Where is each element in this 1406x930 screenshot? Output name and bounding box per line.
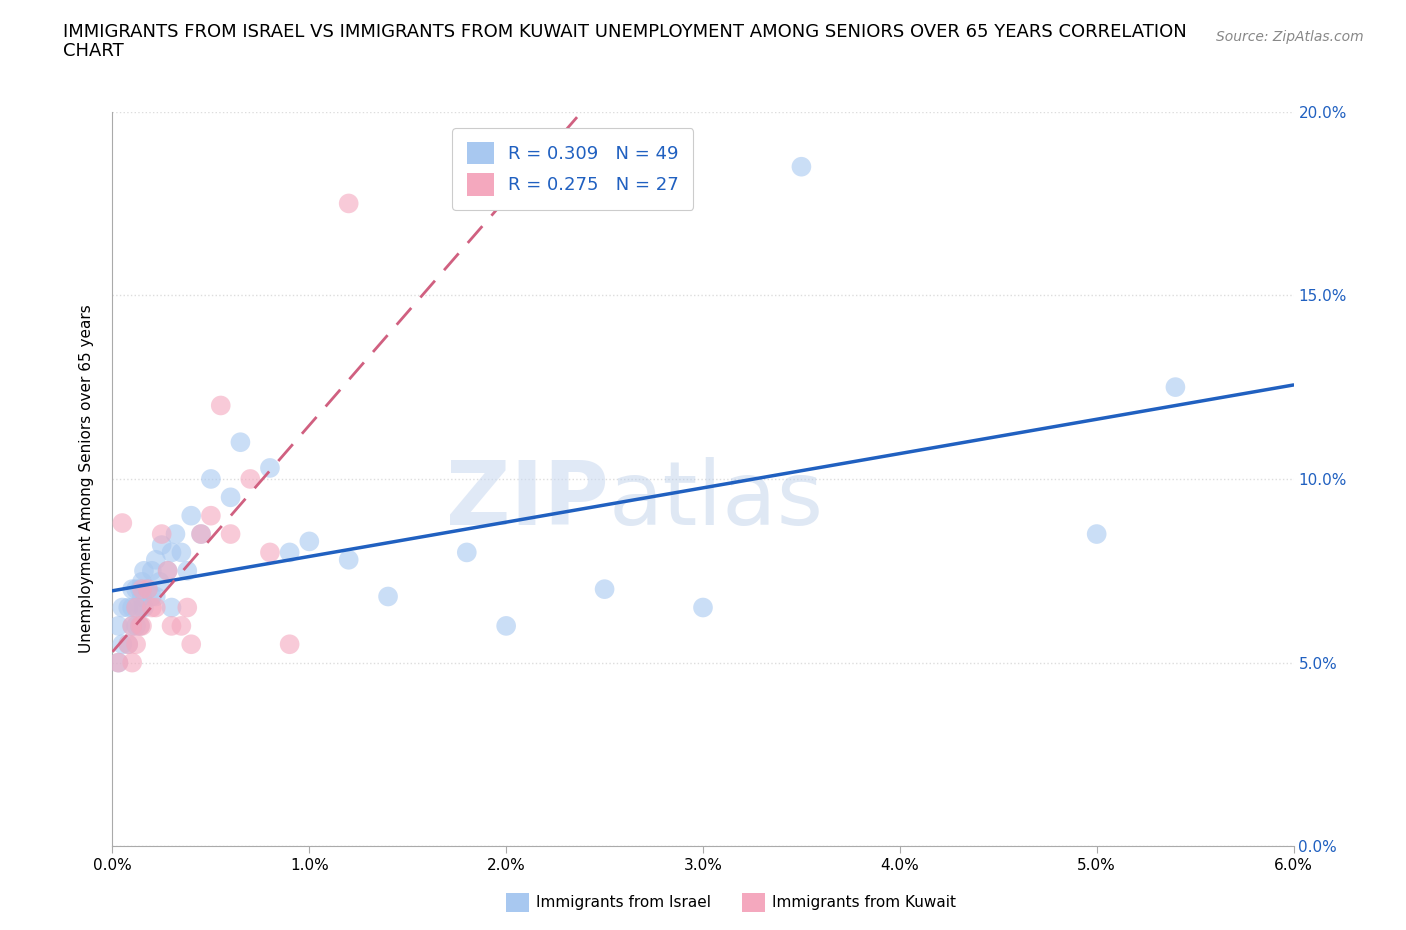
- Point: [160, 545, 183, 560]
- Point: [156, 564, 179, 578]
- Point: [156, 564, 179, 578]
- Point: [259, 460, 281, 475]
- Point: [145, 589, 167, 604]
- Point: [176, 564, 198, 578]
- Point: [298, 534, 321, 549]
- Text: Source: ZipAtlas.com: Source: ZipAtlas.com: [1216, 30, 1364, 44]
- Point: [219, 490, 242, 505]
- Point: [129, 618, 152, 633]
- Point: [131, 618, 153, 633]
- Point: [145, 600, 167, 615]
- Point: [170, 545, 193, 560]
- Point: [111, 637, 134, 652]
- Point: [593, 582, 616, 597]
- Text: atlas: atlas: [609, 458, 824, 544]
- Text: ZIP: ZIP: [446, 458, 609, 544]
- Point: [117, 637, 139, 652]
- Point: [131, 582, 153, 597]
- Point: [495, 618, 517, 633]
- Point: [125, 600, 148, 615]
- Point: [1085, 526, 1108, 541]
- Point: [160, 618, 183, 633]
- Point: [456, 545, 478, 560]
- Point: [107, 655, 129, 670]
- Point: [149, 575, 172, 590]
- Point: [136, 582, 159, 597]
- Point: [131, 575, 153, 590]
- Point: [150, 538, 173, 552]
- Point: [278, 637, 301, 652]
- Text: CHART: CHART: [63, 42, 124, 60]
- Point: [129, 582, 152, 597]
- Point: [200, 472, 222, 486]
- Point: [190, 526, 212, 541]
- Legend: R = 0.309   N = 49, R = 0.275   N = 27: R = 0.309 N = 49, R = 0.275 N = 27: [453, 128, 693, 210]
- Point: [190, 526, 212, 541]
- Point: [111, 515, 134, 530]
- Point: [141, 564, 163, 578]
- Point: [132, 564, 155, 578]
- Point: [125, 637, 148, 652]
- Point: [129, 618, 152, 633]
- Point: [170, 618, 193, 633]
- Point: [259, 545, 281, 560]
- Point: [278, 545, 301, 560]
- Point: [239, 472, 262, 486]
- Point: [111, 600, 134, 615]
- Point: [229, 435, 252, 450]
- Point: [141, 600, 163, 615]
- Point: [121, 618, 143, 633]
- Text: IMMIGRANTS FROM ISRAEL VS IMMIGRANTS FROM KUWAIT UNEMPLOYMENT AMONG SENIORS OVER: IMMIGRANTS FROM ISRAEL VS IMMIGRANTS FRO…: [63, 23, 1187, 41]
- Y-axis label: Unemployment Among Seniors over 65 years: Unemployment Among Seniors over 65 years: [79, 305, 94, 653]
- Point: [132, 600, 155, 615]
- Point: [176, 600, 198, 615]
- Point: [107, 655, 129, 670]
- Point: [165, 526, 187, 541]
- Point: [377, 589, 399, 604]
- Point: [790, 159, 813, 174]
- Point: [121, 655, 143, 670]
- Point: [107, 618, 129, 633]
- Point: [121, 582, 143, 597]
- Point: [200, 508, 222, 523]
- Legend: Immigrants from Israel, Immigrants from Kuwait: Immigrants from Israel, Immigrants from …: [499, 887, 963, 918]
- Point: [692, 600, 714, 615]
- Point: [121, 618, 143, 633]
- Point: [337, 552, 360, 567]
- Point: [117, 637, 139, 652]
- Point: [125, 618, 148, 633]
- Point: [160, 600, 183, 615]
- Point: [117, 600, 139, 615]
- Point: [141, 589, 163, 604]
- Point: [121, 600, 143, 615]
- Point: [136, 582, 159, 597]
- Point: [131, 600, 153, 615]
- Point: [180, 508, 202, 523]
- Point: [131, 589, 153, 604]
- Point: [180, 637, 202, 652]
- Point: [125, 600, 148, 615]
- Point: [125, 582, 148, 597]
- Point: [337, 196, 360, 211]
- Point: [209, 398, 232, 413]
- Point: [145, 552, 167, 567]
- Point: [1164, 379, 1187, 394]
- Point: [219, 526, 242, 541]
- Point: [150, 526, 173, 541]
